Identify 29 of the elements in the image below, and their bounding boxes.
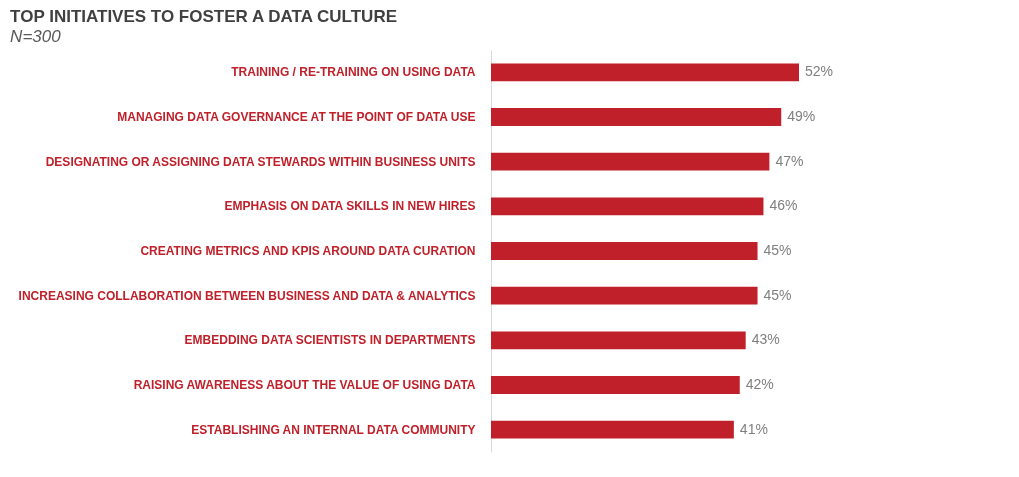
data-label: 47% [775,152,804,169]
bar [491,197,764,216]
bar [491,420,734,439]
y-tick-label: TRAINING / RE-TRAINING ON USING DATA [231,65,476,80]
bar [491,331,746,350]
bar [491,242,758,260]
data-label: 43% [751,331,780,348]
y-tick-label: ESTABLISHING AN INTERNAL DATA COMMUNITY [191,422,476,437]
y-tick-label: EMBEDDING DATA SCIENTISTS IN DEPARTMENTS [184,333,476,348]
data-label: 52% [805,63,834,80]
text: N=300 [10,27,62,46]
y-tick-label: MANAGING DATA GOVERNANCE AT THE POINT OF DATA USE [117,110,476,124]
bar [491,376,740,394]
data-label: 42% [745,376,774,392]
data-label: 45% [763,242,792,258]
data-label: 45% [763,286,792,303]
y-tick-label: INCREASING COLLABORATION BETWEEN BUSINESS AND DATA & ANALYTICS [18,288,476,303]
data-label: 49% [787,108,816,124]
bar [491,286,758,305]
y-tick-label: DESIGNATING OR ASSIGNING DATA STEWARDS WITHIN BUSINESS UNITS [45,154,476,169]
bar [491,108,782,126]
y-tick-label: EMPHASIS ON DATA SKILLS IN NEW HIRES [224,199,476,214]
bar [491,63,799,82]
bar [491,152,770,171]
data-label: 46% [769,197,798,214]
text: TOP INITIATIVES TO FOSTER A DATA CULTURE [10,7,398,26]
data-label: 41% [739,420,768,437]
y-tick-label: CREATING METRICS AND KPIS AROUND DATA CURATION [140,244,476,258]
y-tick-label: RAISING AWARENESS ABOUT THE VALUE OF USING DATA [133,378,476,392]
